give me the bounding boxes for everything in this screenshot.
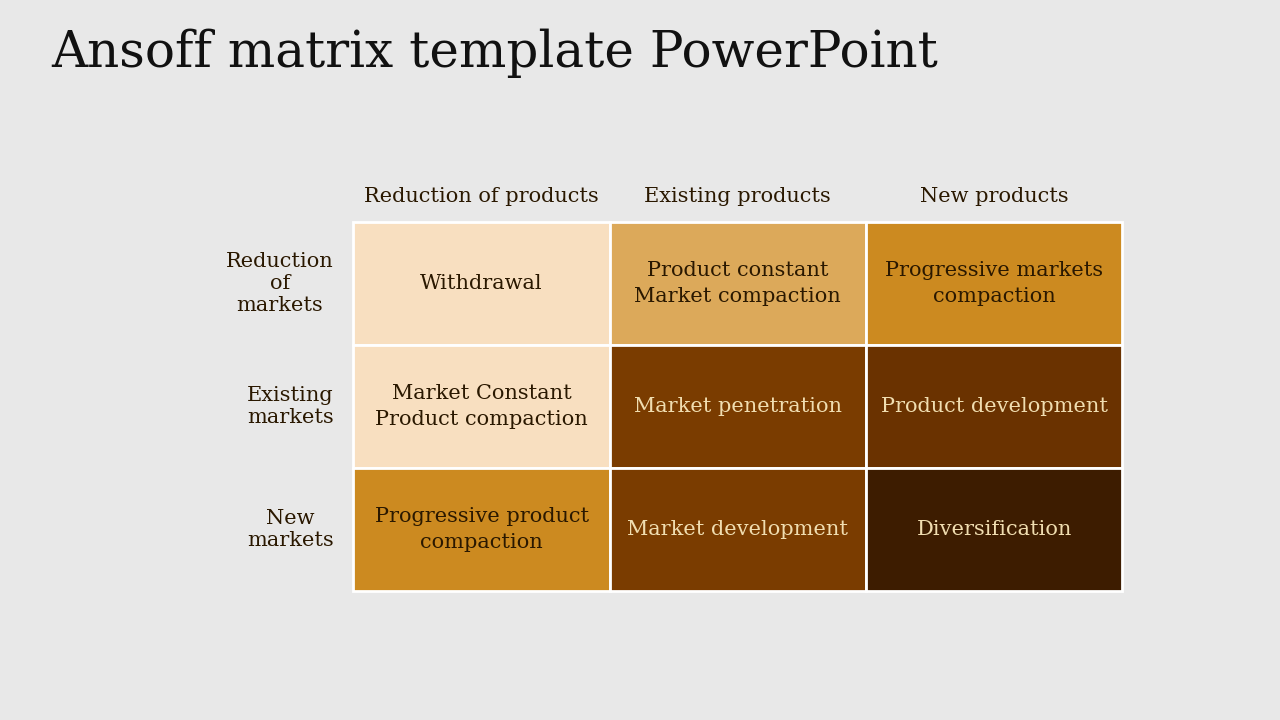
Text: Existing products: Existing products [644,186,831,206]
Bar [353,468,609,591]
Text: Market Constant
Product compaction: Market Constant Product compaction [375,384,588,429]
Text: Reduction of products: Reduction of products [365,186,599,206]
Bar [353,222,609,345]
Text: Market penetration: Market penetration [634,397,842,416]
Text: Ansoff matrix template PowerPoint: Ansoff matrix template PowerPoint [51,29,938,78]
Text: Progressive markets
compaction: Progressive markets compaction [884,261,1103,307]
Text: Market development: Market development [627,520,849,539]
Text: Diversification: Diversification [916,520,1071,539]
Bar [353,345,609,468]
Bar [867,345,1123,468]
Text: Reduction
of
markets: Reduction of markets [225,252,334,315]
Text: Product development: Product development [881,397,1107,416]
Text: Withdrawal: Withdrawal [420,274,543,293]
Text: New
markets: New markets [247,509,334,550]
Text: Product constant
Market compaction: Product constant Market compaction [635,261,841,307]
Bar [609,345,867,468]
Text: Progressive product
compaction: Progressive product compaction [375,507,589,552]
Text: New products: New products [920,186,1069,206]
Text: Existing
markets: Existing markets [247,386,334,427]
Bar [609,222,867,345]
Bar [609,468,867,591]
Bar [867,468,1123,591]
Bar [867,222,1123,345]
